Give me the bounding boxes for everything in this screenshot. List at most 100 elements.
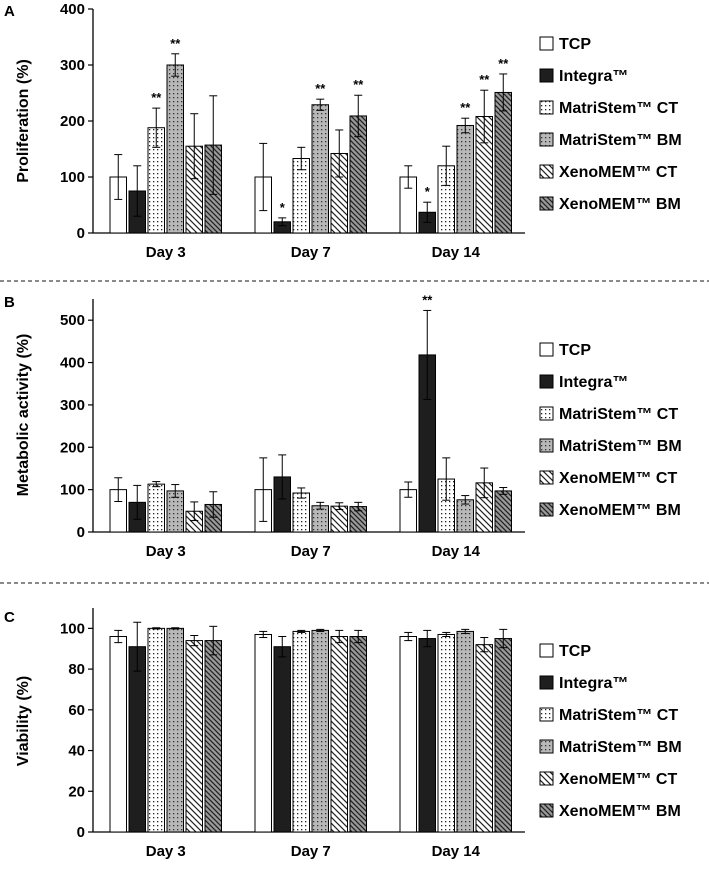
error-bar (259, 142, 268, 212)
error-bar (278, 636, 287, 658)
y-tick-label: 0 (77, 824, 85, 841)
legend-label: Integra™ (559, 374, 628, 391)
error-bar (133, 165, 142, 217)
significance-marker: * (425, 184, 431, 199)
bar-xenomem-bm-day-14 (494, 490, 512, 533)
legend-label: MatriStem™ CT (559, 406, 678, 423)
x-tick-label: Day 3 (146, 543, 186, 560)
x-tick-label: Day 7 (291, 244, 331, 261)
error-bar (209, 491, 218, 518)
legend-swatch (539, 803, 554, 818)
y-tick-label: 100 (60, 620, 85, 637)
y-tick-label: 100 (60, 169, 85, 186)
legend-item-xenomem-bm: XenoMEM™ BM (539, 502, 681, 519)
bar-tcp-day-3 (109, 636, 127, 833)
bar-matristem-ct-day-14 (437, 633, 455, 833)
error-bar (152, 627, 161, 630)
legend-swatch (539, 771, 554, 786)
y-tick-label: 60 (68, 702, 85, 719)
x-tick-label: Day 3 (146, 843, 186, 860)
y-tick-label: 500 (60, 312, 85, 329)
x-tick-label: Day 7 (291, 843, 331, 860)
y-tick-label: 200 (60, 439, 85, 456)
legend-swatch (539, 100, 554, 115)
error-bar (404, 481, 413, 498)
legend-item-xenomem-ct: XenoMEM™ CT (539, 771, 677, 788)
bar-xenomem-bm-day-7 (349, 636, 367, 833)
bar-matristem-ct-day-3 (147, 627, 165, 833)
legend-item-tcp: TCP (539, 342, 591, 359)
error-bar (316, 628, 325, 632)
error-bar (404, 631, 413, 642)
legend-item-matristem-bm: MatriStem™ BM (539, 739, 682, 756)
error-bar (259, 457, 268, 522)
error-bar (209, 625, 218, 656)
legend-item-xenomem-bm: XenoMEM™ BM (539, 803, 681, 820)
legend-label: XenoMEM™ BM (559, 502, 681, 519)
legend-item-xenomem-bm: XenoMEM™ BM (539, 196, 681, 213)
legend-swatch (539, 374, 554, 389)
error-bar (442, 145, 451, 186)
legend-label: MatriStem™ BM (559, 739, 682, 756)
legend-item-tcp: TCP (539, 643, 591, 660)
error-bar (404, 165, 413, 189)
significance-marker: ** (353, 77, 364, 92)
error-bar (499, 487, 508, 495)
x-tick-label: Day 7 (291, 543, 331, 560)
error-bar (133, 484, 142, 520)
error-bar (190, 113, 199, 180)
significance-marker: ** (422, 292, 433, 307)
significance-marker: ** (498, 56, 509, 71)
bar-xenomem-ct-day-7 (330, 636, 348, 833)
legend-swatch (539, 406, 554, 421)
y-tick-label: 200 (60, 113, 85, 130)
bar-xenomem-bm-day-14 (494, 91, 512, 234)
legend-swatch (539, 132, 554, 147)
bar-matristem-bm-day-7 (311, 104, 329, 234)
error-bar (335, 129, 344, 178)
error-bar (114, 629, 123, 644)
error-bar (297, 146, 306, 171)
error-bar (335, 502, 344, 511)
legend-item-integra: Integra™ (539, 68, 628, 85)
error-bar (297, 487, 306, 499)
legend-item-matristem-ct: MatriStem™ CT (539, 707, 678, 724)
legend-label: XenoMEM™ BM (559, 196, 681, 213)
legend-swatch (539, 438, 554, 453)
error-bar (423, 201, 432, 223)
error-bar (480, 467, 489, 499)
legend-label: TCP (559, 36, 591, 53)
legend-swatch (539, 707, 554, 722)
panel-letter: B (4, 294, 15, 311)
legend-item-xenomem-ct: XenoMEM™ CT (539, 164, 677, 181)
legend-swatch (539, 68, 554, 83)
error-bar (114, 477, 123, 502)
legend-swatch (539, 342, 554, 357)
error-bar (278, 454, 287, 500)
bar-matristem-bm-day-14 (456, 630, 474, 833)
error-bar (442, 457, 451, 501)
bar-integra-day-7 (273, 646, 291, 833)
significance-marker: ** (479, 72, 490, 87)
y-tick-label: 80 (68, 661, 85, 678)
legend-item-matristem-ct: MatriStem™ CT (539, 406, 678, 423)
bar-matristem-ct-day-7 (292, 492, 310, 533)
bar-tcp-day-14 (399, 636, 417, 833)
x-tick-label: Day 14 (432, 543, 481, 560)
error-bar (442, 631, 451, 638)
y-tick-label: 400 (60, 1, 85, 18)
bar-integra-day-3 (128, 646, 146, 833)
x-tick-label: Day 3 (146, 244, 186, 261)
significance-marker: ** (151, 90, 162, 105)
error-bar (171, 53, 180, 77)
legend-item-integra: Integra™ (539, 675, 628, 692)
bar-xenomem-bm-day-14 (494, 638, 512, 833)
x-tick-label: Day 14 (432, 244, 481, 261)
error-bar (278, 217, 287, 227)
y-tick-label: 300 (60, 57, 85, 74)
error-bar (209, 95, 218, 195)
legend-label: XenoMEM™ BM (559, 803, 681, 820)
bar-matristem-bm-day-14 (456, 124, 474, 234)
